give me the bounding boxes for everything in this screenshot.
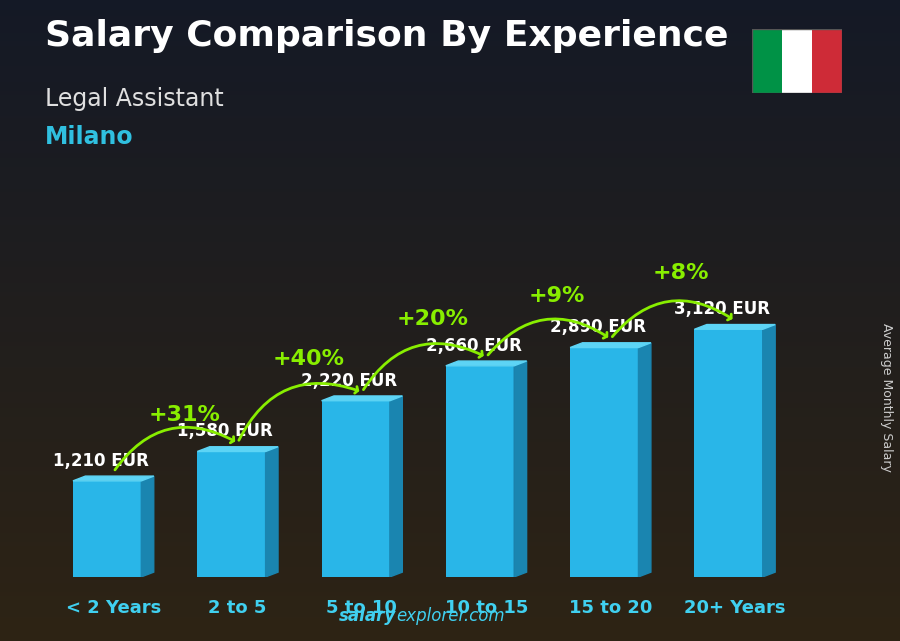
Text: 2,890 EUR: 2,890 EUR (550, 319, 646, 337)
FancyBboxPatch shape (73, 481, 141, 577)
Text: explorer.com: explorer.com (396, 607, 505, 625)
Text: 1,210 EUR: 1,210 EUR (53, 452, 148, 470)
FancyBboxPatch shape (570, 347, 638, 577)
Text: Average Monthly Salary: Average Monthly Salary (880, 323, 893, 472)
Text: +20%: +20% (397, 310, 469, 329)
Polygon shape (514, 361, 526, 577)
Polygon shape (763, 324, 775, 577)
Text: +40%: +40% (273, 349, 345, 369)
Bar (812, 29, 842, 93)
Polygon shape (695, 324, 775, 329)
Text: +31%: +31% (148, 404, 220, 424)
Text: 2,220 EUR: 2,220 EUR (302, 372, 398, 390)
Text: 15 to 20: 15 to 20 (569, 599, 652, 617)
Text: +9%: +9% (529, 287, 585, 306)
Text: < 2 Years: < 2 Years (66, 599, 161, 617)
Text: 20+ Years: 20+ Years (684, 599, 786, 617)
FancyBboxPatch shape (446, 366, 514, 577)
Text: Milano: Milano (45, 125, 133, 149)
Bar (781, 29, 812, 93)
Bar (752, 29, 781, 93)
Text: 10 to 15: 10 to 15 (445, 599, 528, 617)
Polygon shape (197, 447, 278, 451)
Text: Salary Comparison By Experience: Salary Comparison By Experience (45, 19, 728, 53)
Text: 5 to 10: 5 to 10 (327, 599, 398, 617)
Text: 3,120 EUR: 3,120 EUR (674, 300, 770, 318)
Polygon shape (390, 396, 402, 577)
Polygon shape (638, 343, 651, 577)
Polygon shape (321, 396, 402, 401)
FancyBboxPatch shape (321, 401, 390, 577)
Polygon shape (446, 361, 526, 366)
Text: +8%: +8% (653, 263, 709, 283)
Text: 1,580 EUR: 1,580 EUR (177, 422, 273, 440)
Polygon shape (570, 343, 651, 347)
FancyBboxPatch shape (197, 451, 266, 577)
Polygon shape (73, 476, 154, 481)
FancyBboxPatch shape (695, 329, 762, 577)
Text: Legal Assistant: Legal Assistant (45, 87, 224, 110)
Text: 2 to 5: 2 to 5 (209, 599, 266, 617)
Polygon shape (141, 476, 154, 577)
Text: 2,660 EUR: 2,660 EUR (426, 337, 522, 354)
Polygon shape (266, 447, 278, 577)
Text: salary: salary (338, 607, 396, 625)
